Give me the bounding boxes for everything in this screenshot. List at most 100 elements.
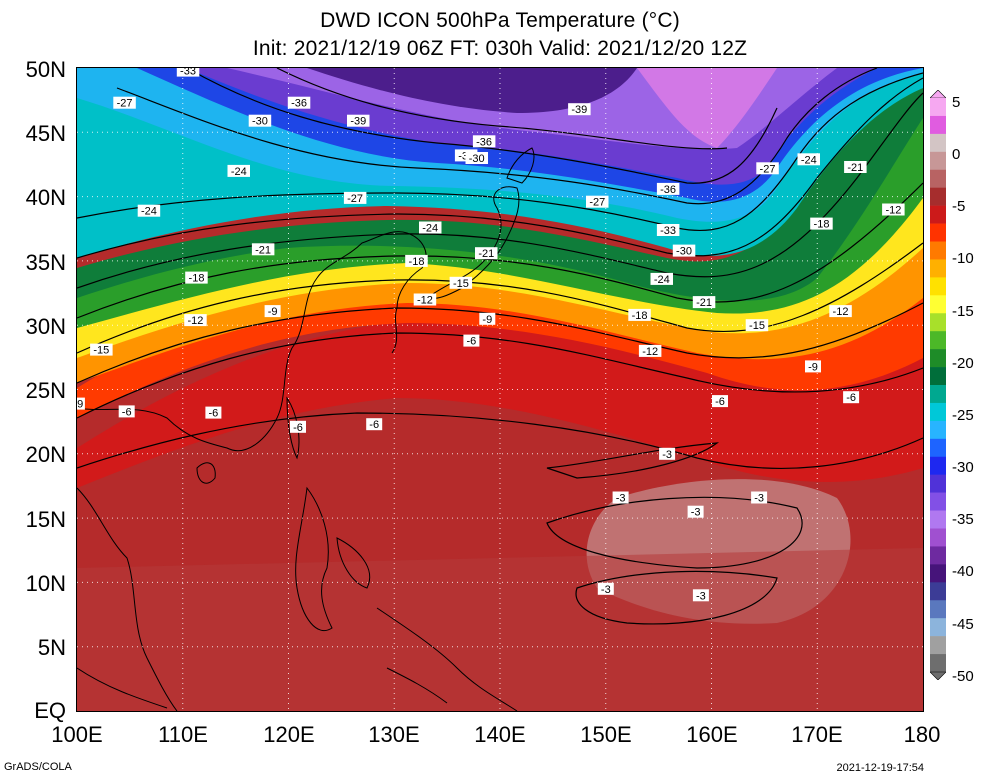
- contour-label-text: -3: [601, 584, 611, 596]
- colorbar-swatch: [930, 438, 946, 458]
- contour-label: -6: [463, 334, 480, 348]
- colorbar-label: -10: [952, 250, 974, 267]
- contour-label-text: -12: [642, 346, 658, 358]
- contour-label: -33: [176, 68, 200, 78]
- lon-tick-label: 150E: [580, 722, 632, 747]
- contour-label-text: -3: [754, 493, 764, 505]
- contour-label: -6: [843, 391, 860, 404]
- contour-label: -18: [628, 308, 651, 322]
- colorbar-label: -30: [952, 459, 974, 476]
- contour-label: -24: [797, 153, 820, 166]
- contour-label-text: -3: [696, 590, 706, 602]
- contour-label: -3: [751, 491, 768, 505]
- band-amber: [77, 228, 923, 383]
- contour-label-text: -9: [808, 361, 818, 373]
- colorbar-swatch: [930, 241, 946, 260]
- contour-label: -18: [185, 271, 208, 285]
- colorbar-bottom-arrow: [930, 671, 946, 680]
- contour-label: -21: [844, 161, 867, 174]
- contour-label-text: -15: [93, 345, 109, 357]
- contour-label: -39: [347, 114, 370, 128]
- contour-label-text: -21: [847, 162, 863, 174]
- colorbar-swatch: [930, 402, 946, 422]
- lat-tick-label: 45N: [25, 121, 66, 146]
- contour-label-text: -24: [231, 166, 247, 178]
- contour-label-text: -21: [696, 297, 712, 309]
- colorbar-label: -40: [952, 563, 974, 580]
- contour-label-text: -12: [885, 205, 901, 217]
- contour-label: -27: [756, 162, 779, 175]
- contour-label: -12: [413, 293, 437, 307]
- contour-label-text: -6: [293, 422, 303, 434]
- contour-label: -3: [597, 582, 614, 596]
- contour-label: -18: [405, 254, 428, 268]
- contour-label: -27: [343, 191, 367, 205]
- colorbar-swatch: [930, 528, 946, 547]
- contour-label-text: -15: [749, 320, 765, 332]
- contour-label: -6: [366, 418, 383, 431]
- contour-label-text: -3: [691, 507, 701, 519]
- contour-label-text: -21: [255, 244, 271, 256]
- colorbar-swatch: [930, 456, 946, 475]
- contour-label: -33: [656, 224, 680, 237]
- colorbar-swatch: [930, 223, 946, 242]
- colorbar-swatch: [930, 510, 946, 529]
- lon-tick-label: 170E: [791, 722, 843, 747]
- colorbar-swatch: [930, 98, 946, 117]
- cold-core: [307, 68, 637, 113]
- contour-label: -21: [692, 296, 716, 309]
- lon-tick-label: 180: [903, 722, 941, 747]
- colorbar-label: 5: [952, 94, 961, 111]
- contour-label-text: -27: [117, 98, 133, 110]
- colorbar-swatch: [930, 277, 946, 296]
- contour-label: -21: [251, 243, 275, 256]
- contour-label: -9: [805, 360, 821, 373]
- colorbar-label: -5: [952, 198, 966, 215]
- colorbar-swatch: [930, 636, 946, 655]
- contour-label-text: -18: [409, 256, 425, 268]
- colorbar-swatch: [930, 420, 946, 440]
- magenta-patch: [637, 68, 777, 148]
- contour-label: -24: [650, 272, 673, 286]
- contour-label-text: -24: [422, 223, 438, 235]
- colorbar-swatch: [930, 492, 946, 511]
- contour-label-text: -18: [814, 219, 830, 231]
- contour-label-text: -6: [369, 419, 379, 431]
- contour-label-text: -21: [478, 248, 494, 260]
- contour-label-text: -12: [417, 295, 433, 307]
- contour-label: -39: [568, 103, 591, 116]
- contour-label: -18: [810, 217, 833, 231]
- contour-label: -12: [882, 203, 905, 217]
- chart-subtitle: Init: 2021/12/19 06Z FT: 030h Valid: 202…: [252, 37, 748, 60]
- colorbar-swatch: [930, 205, 946, 224]
- lon-tick-label: 100E: [51, 722, 103, 747]
- contour-label: -6: [712, 395, 728, 408]
- contour-label-text: -12: [833, 306, 849, 318]
- contour-label: 9: [77, 397, 85, 411]
- contour-label-text: -6: [209, 408, 219, 420]
- contour-labels: -33-27-36-30-39-39-36-33-30-24-27-24-27-…: [77, 68, 905, 602]
- contour-label-text: -18: [189, 273, 205, 285]
- colorbar-swatch: [930, 151, 946, 171]
- contour-label-text: -27: [760, 163, 776, 175]
- colorbar-swatch: [930, 331, 946, 350]
- temperature-map: -33-27-36-30-39-39-36-33-30-24-27-24-27-…: [77, 68, 923, 711]
- contour-label-text: -27: [589, 197, 605, 209]
- contour-label-text: -24: [801, 154, 817, 166]
- contour-label-text: -27: [347, 193, 363, 205]
- colorbar-swatch: [930, 313, 946, 332]
- contour-label: -12: [829, 305, 852, 318]
- contour-label: -15: [90, 343, 113, 357]
- contour-label-text: -24: [654, 274, 670, 286]
- contour-label: -3: [659, 447, 676, 461]
- contour-label-text: -15: [453, 278, 469, 290]
- colorbar: [930, 90, 946, 680]
- colorbar-swatch: [930, 367, 946, 386]
- contour-label-text: -3: [662, 449, 672, 461]
- band-dark-green: [77, 78, 923, 301]
- colorbar-swatch: [930, 546, 946, 565]
- colorbar-swatch: [930, 259, 946, 278]
- colorbar-swatch: [930, 169, 946, 188]
- colorbar-swatch: [930, 187, 946, 206]
- colorbar-top-arrow: [930, 90, 946, 99]
